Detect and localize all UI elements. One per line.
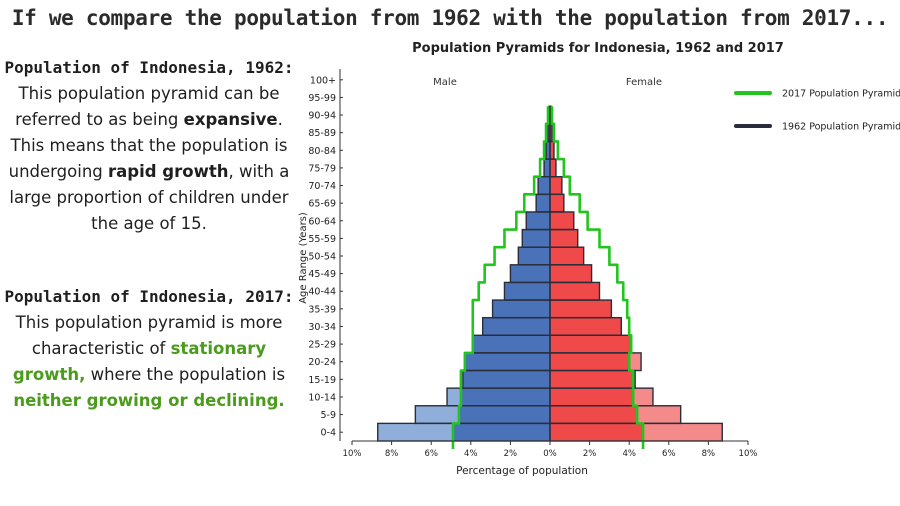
y-tick-label-40-44: 40-44 (308, 287, 336, 298)
keyword-neither-growing: neither growing or declining. (13, 391, 285, 410)
side-label-female: Female (626, 77, 662, 88)
x-tick-label-8: 6% (662, 449, 676, 459)
y-tick-label-50-54: 50-54 (308, 252, 336, 263)
x-tick-label-6: 2% (583, 449, 597, 459)
bar-2017-female-65-69 (550, 194, 564, 212)
y-tick-label-100+: 100+ (310, 75, 336, 86)
bar-2017-female-15-19 (550, 370, 634, 389)
x-tick-label-2: 6% (424, 449, 438, 459)
bar-2017-female-70-74 (550, 176, 562, 195)
bar-2017-male-25-29 (472, 335, 550, 353)
bar-2017-female-80-84 (550, 141, 554, 160)
panel-1962-text-3: , with a large proportion of children un… (9, 162, 290, 233)
legend-label-1: 1962 Population Pyramid (782, 122, 900, 133)
x-axis-title: Percentage of population (456, 465, 588, 477)
x-tick-label-1: 8% (385, 449, 399, 459)
outline-2017-male (451, 106, 550, 449)
x-tick-label-10: 10% (739, 449, 758, 459)
y-tick-label-75-79: 75-79 (308, 163, 336, 174)
x-tick-label-5: 0% (543, 449, 557, 459)
bar-2017-female-85-89 (550, 123, 552, 142)
panel-1962-title: Population of Indonesia, 1962: (4, 58, 294, 77)
y-tick-label-65-69: 65-69 (308, 199, 336, 210)
bar-2017-male-40-44 (504, 282, 550, 301)
y-tick-label-95-99: 95-99 (308, 93, 336, 104)
y-tick-label-55-59: 55-59 (308, 234, 336, 245)
keyword-stationary-growth: stationary growth, (12, 339, 267, 384)
panel-1962-text-2: . This means that the population is unde… (8, 110, 288, 181)
bar-2017-male-10-14 (460, 388, 550, 406)
panel-1962-body: This population pyramid can be referred … (4, 81, 294, 237)
y-tick-label-25-29: 25-29 (308, 340, 336, 351)
x-tick-label-0: 10% (343, 449, 362, 459)
bar-2017-female-30-34 (550, 317, 622, 336)
bar-2017-male-35-39 (492, 300, 550, 318)
x-tick-label-7: 4% (622, 449, 636, 459)
y-tick-label-45-49: 45-49 (308, 269, 336, 280)
y-tick-label-10-14: 10-14 (308, 392, 336, 403)
bar-2017-male-45-49 (510, 264, 550, 283)
keyword-rapid-growth: rapid growth (108, 162, 229, 181)
y-tick-label-15-19: 15-19 (308, 375, 336, 386)
outline-2017-female (550, 106, 645, 449)
bar-2017-female-5-9 (550, 405, 638, 424)
bar-2017-male-30-34 (482, 317, 550, 336)
y-tick-label-85-89: 85-89 (308, 128, 336, 139)
y-tick-label-35-39: 35-39 (308, 304, 336, 315)
panel-2017-title: Population of Indonesia, 2017: (4, 287, 294, 306)
chart-title: Population Pyramids for Indonesia, 1962 … (412, 41, 784, 56)
population-pyramid-chart: Population Pyramids for Indonesia, 1962 … (298, 41, 900, 477)
bar-2017-male-65-69 (536, 194, 550, 212)
x-tick-label-9: 8% (702, 449, 716, 459)
bar-2017-male-50-54 (518, 247, 550, 265)
bar-2017-male-55-59 (522, 229, 550, 248)
y-tick-label-60-64: 60-64 (308, 216, 336, 227)
bar-2017-male-80-84 (546, 141, 550, 160)
y-tick-label-90-94: 90-94 (308, 111, 336, 122)
panel-1962-description: Population of Indonesia, 1962: This popu… (4, 55, 294, 237)
y-axis-title: Age Range (Years) (298, 212, 309, 304)
bar-2017-female-75-79 (550, 159, 556, 177)
y-tick-label-0-4: 0-4 (320, 428, 336, 439)
bar-2017-female-10-14 (550, 388, 634, 406)
bar-2017-female-40-44 (550, 282, 600, 301)
bar-2017-male-75-79 (544, 159, 550, 177)
y-tick-label-30-34: 30-34 (308, 322, 336, 333)
panel-2017-text-1: This population pyramid is more characte… (15, 313, 283, 358)
panel-2017-description: Population of Indonesia, 2017: This popu… (4, 284, 294, 414)
panel-2017-text-2: where the population is (85, 365, 286, 384)
keyword-expansive: expansive (183, 110, 278, 129)
y-tick-label-20-24: 20-24 (308, 357, 336, 368)
y-tick-label-70-74: 70-74 (308, 181, 336, 192)
y-tick-label-80-84: 80-84 (308, 146, 336, 157)
bar-2017-male-85-89 (548, 123, 550, 142)
bar-2017-male-15-19 (462, 370, 550, 389)
bar-2017-female-45-49 (550, 264, 592, 283)
legend-label-0: 2017 Population Pyramid (782, 89, 900, 100)
panel-1962-text-1: This population pyramid can be referred … (15, 84, 280, 129)
bar-2017-female-35-39 (550, 300, 612, 318)
y-tick-label-5-9: 5-9 (320, 410, 336, 421)
x-tick-label-4: 2% (504, 449, 518, 459)
bar-2017-female-50-54 (550, 247, 584, 265)
bar-2017-female-60-64 (550, 211, 574, 230)
bar-2017-male-20-24 (464, 352, 550, 371)
bar-2017-male-60-64 (526, 211, 550, 230)
bar-2017-female-25-29 (550, 335, 632, 353)
bar-2017-male-0-4 (452, 423, 550, 441)
bar-2017-female-55-59 (550, 229, 578, 248)
bar-2017-female-20-24 (550, 352, 630, 371)
bar-2017-female-0-4 (550, 423, 644, 441)
panel-2017-body: This population pyramid is more characte… (4, 310, 294, 414)
x-tick-label-3: 4% (464, 449, 478, 459)
bar-2017-male-5-9 (458, 405, 550, 424)
side-label-male: Male (433, 77, 457, 88)
bar-2017-male-70-74 (538, 176, 550, 195)
headline: If we compare the population from 1962 w… (11, 6, 889, 30)
